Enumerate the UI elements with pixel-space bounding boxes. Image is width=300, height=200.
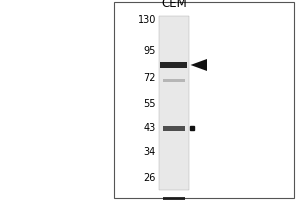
Text: 95: 95 bbox=[144, 46, 156, 56]
Text: 55: 55 bbox=[143, 99, 156, 109]
Text: 130: 130 bbox=[138, 15, 156, 25]
Text: 72: 72 bbox=[143, 73, 156, 83]
Text: 34: 34 bbox=[144, 147, 156, 157]
Polygon shape bbox=[190, 59, 207, 71]
Bar bbox=[164, 79, 184, 82]
Text: 43: 43 bbox=[144, 123, 156, 133]
Bar bbox=[160, 62, 188, 68]
Text: CEM: CEM bbox=[161, 0, 187, 10]
Bar bbox=[159, 16, 189, 190]
Bar bbox=[164, 126, 184, 131]
Bar bbox=[114, 2, 294, 198]
Bar bbox=[164, 197, 184, 200]
Text: 26: 26 bbox=[144, 173, 156, 183]
